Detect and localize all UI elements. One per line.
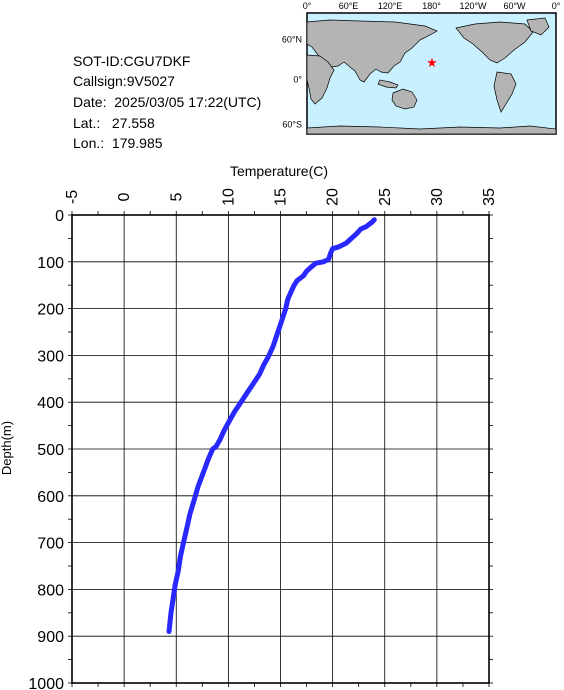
y-tick-labels: 0 100 200 300 400 500 600 700 800 900 1000: [28, 208, 64, 690]
y-tick-label: 1000: [28, 676, 64, 690]
y-tick-label: 100: [37, 255, 64, 272]
map-lat-tick-label: 60°S: [282, 119, 302, 129]
sot-id: SOT-ID:CGU7DKF: [73, 53, 191, 69]
map-lat-tick-label: 0°: [293, 75, 302, 85]
x-tick-label: 15: [273, 188, 290, 206]
x-tick-label: -5: [64, 190, 81, 204]
map-lon-tick-label: 120°E: [378, 1, 403, 11]
temperature-depth-chart: -5 0 5 10 15 20 25 30 35 01002003004005006007008…: [0, 163, 498, 690]
series-layer: [166, 217, 377, 634]
temperature-profile-line: [166, 217, 377, 634]
x-tick-label: 25: [377, 188, 394, 206]
y-tick-label: 300: [37, 348, 64, 365]
latitude: Lat.: 27.558: [73, 115, 155, 131]
x-tick-label: 5: [168, 192, 185, 201]
y-tick-label: 800: [37, 582, 64, 599]
x-tick-label: 10: [220, 188, 237, 206]
x-tick-label: 30: [429, 188, 446, 206]
chart-grid: [68, 211, 493, 687]
map-lon-tick-label: 0°: [303, 1, 312, 11]
location-map: ★ 0° 60°E 120°E 180° 120°W 60°W 0° 60°N 0° 60°S: [282, 1, 561, 135]
x-tick-label: 20: [325, 188, 342, 206]
y-tick-label: 600: [37, 489, 64, 506]
y-tick-label: 900: [37, 629, 64, 646]
map-longitude-labels: 0° 60°E 120°E 180° 120°W 60°W 0°: [303, 1, 561, 11]
map-lon-tick-label: 0°: [552, 1, 561, 11]
y-axis-label: Depth(m): [0, 421, 14, 475]
y-tick-label: 0: [55, 208, 64, 225]
map-lat-tick-label: 60°N: [282, 35, 302, 45]
map-lon-tick-label: 120°W: [459, 1, 487, 11]
y-tick-label: 500: [37, 442, 64, 459]
map-lon-tick-label: 180°: [422, 1, 441, 11]
callsign: Callsign:9V5027: [73, 73, 175, 89]
y-tick-label: 700: [37, 536, 64, 553]
map-latitude-labels: 60°N 0° 60°S: [282, 35, 303, 130]
x-tick-label: 35: [481, 188, 498, 206]
date: Date: 2025/03/05 17:22(UTC): [73, 94, 262, 110]
map-land: [306, 17, 557, 135]
y-tick-label: 400: [37, 395, 64, 412]
plot-frame: [71, 214, 490, 684]
map-lon-tick-label: 60°W: [503, 1, 526, 11]
x-tick-labels: -5 0 5 10 15 20 25 30 35: [64, 188, 498, 206]
longitude: Lon.: 179.985: [73, 135, 163, 151]
map-lon-tick-label: 60°E: [339, 1, 359, 11]
station-marker: ★: [426, 55, 438, 70]
x-tick-label: 0: [116, 192, 133, 201]
x-axis-label: Temperature(C): [230, 163, 328, 179]
y-tick-label: 200: [37, 302, 64, 319]
